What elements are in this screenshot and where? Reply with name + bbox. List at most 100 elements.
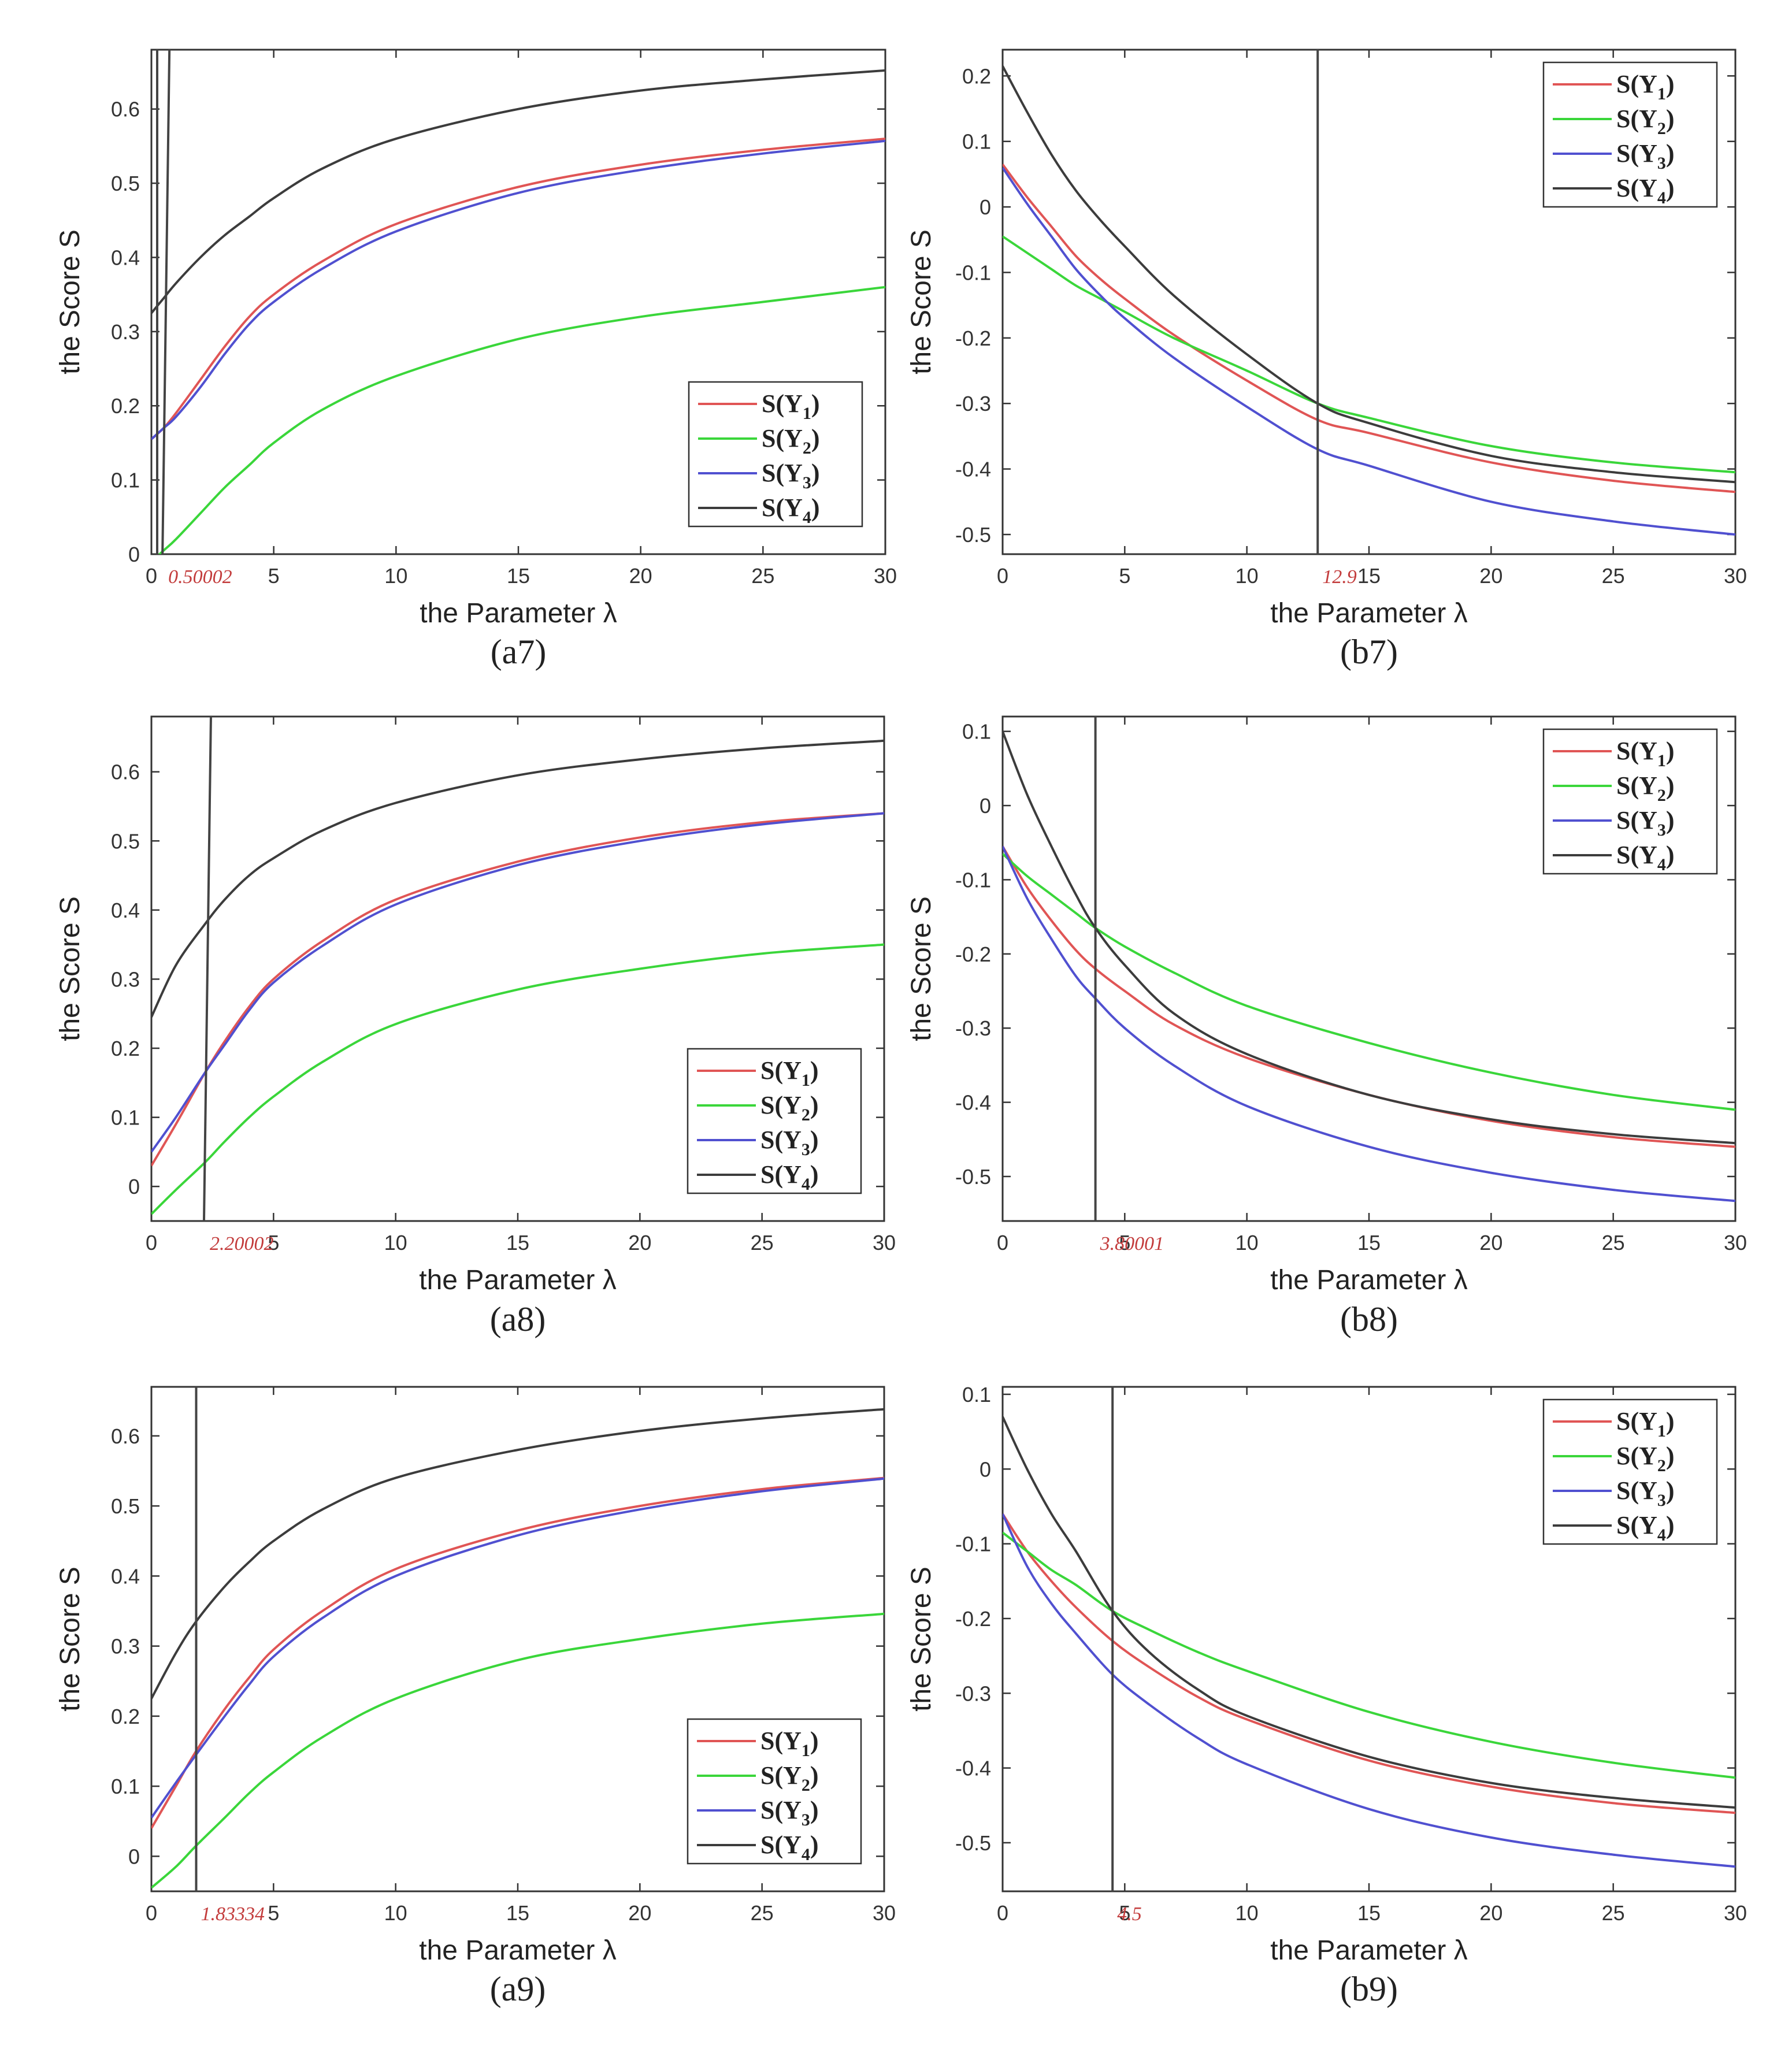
y-tick-label: 0.1 bbox=[962, 720, 991, 744]
y-tick-label: 0.4 bbox=[111, 899, 140, 922]
threshold-line bbox=[202, 716, 212, 1222]
legend-label: S(Y3) bbox=[760, 1126, 819, 1159]
x-tick-label: 25 bbox=[1602, 1231, 1625, 1255]
y-tick-label: 0.3 bbox=[111, 1635, 140, 1658]
legend-label: S(Y2) bbox=[762, 424, 820, 458]
y-axis-label: the Score S bbox=[906, 896, 937, 1041]
x-tick-label: 30 bbox=[1724, 564, 1747, 588]
y-tick-label: 0.1 bbox=[962, 130, 991, 154]
panel-caption: (b9) bbox=[1340, 1970, 1398, 2008]
y-tick-label: 0.4 bbox=[111, 1564, 140, 1588]
y-tick-label: -0.1 bbox=[955, 1532, 991, 1556]
legend-label: S(Y2) bbox=[1616, 105, 1675, 138]
y-tick-label: -0.3 bbox=[955, 1016, 991, 1040]
y-tick-label: 0.6 bbox=[111, 98, 140, 121]
panel-caption: (a8) bbox=[490, 1300, 546, 1338]
x-tick-label: 15 bbox=[1357, 564, 1381, 588]
y-tick-label: -0.4 bbox=[955, 1091, 991, 1115]
legend-label: S(Y3) bbox=[760, 1796, 819, 1829]
series-line-sy3 bbox=[151, 1477, 884, 1819]
chart-b7: 0 5 10 15 20 25 30 0.2 0.1 0 -0.1 -0.2 -0.3 -0.4 -0.5 t… bbox=[906, 49, 1747, 671]
y-axis-label: the Score S bbox=[55, 229, 86, 374]
series-line-sy3 bbox=[1003, 166, 1735, 536]
y-tick-label: -0.5 bbox=[955, 523, 991, 547]
x-tick-label: 5 bbox=[1119, 564, 1130, 588]
series-line-sy4 bbox=[1003, 65, 1735, 484]
series-line-sy1 bbox=[1003, 164, 1735, 493]
plot-area bbox=[151, 69, 885, 554]
y-tick-label: -0.4 bbox=[955, 458, 991, 481]
legend-box bbox=[1542, 728, 1718, 875]
y-tick-label: -0.4 bbox=[955, 1757, 991, 1780]
y-tick-label: 0.1 bbox=[111, 1106, 140, 1130]
plot-area bbox=[1003, 730, 1735, 1203]
legend-label: S(Y1) bbox=[762, 389, 820, 423]
y-tick-label: 0.2 bbox=[111, 1705, 140, 1728]
y-tick-label: 0.4 bbox=[111, 246, 140, 269]
series-line-sy1 bbox=[151, 1476, 884, 1829]
legend: S(Y1)S(Y2)S(Y3)S(Y4) bbox=[687, 1048, 862, 1194]
legend-box bbox=[688, 381, 863, 528]
x-tick-label: 5 bbox=[268, 1901, 279, 1925]
legend-box bbox=[687, 1048, 862, 1194]
x-tick-label: 10 bbox=[384, 1231, 407, 1255]
legend-label: S(Y4) bbox=[1616, 1511, 1675, 1545]
plot-area bbox=[151, 1408, 884, 1889]
legend-label: S(Y2) bbox=[760, 1761, 819, 1795]
x-tick-label: 25 bbox=[1602, 564, 1625, 588]
x-axis-label: the Parameter λ bbox=[1270, 1935, 1467, 1966]
y-tick-label: 0.5 bbox=[111, 172, 140, 195]
y-tick-label: -0.5 bbox=[955, 1831, 991, 1855]
series-line-sy4 bbox=[151, 69, 885, 314]
series-line-sy2 bbox=[1003, 1531, 1735, 1779]
chart-a9: 0 5 10 15 20 25 30 0 0.1 0.2 0.3 0.4 0.5 0.6 the Param… bbox=[55, 1386, 896, 2008]
y-tick-label: -0.1 bbox=[955, 868, 991, 892]
y-tick-label: 0.6 bbox=[111, 1424, 140, 1448]
legend-box bbox=[1542, 61, 1718, 208]
legend-label: S(Y2) bbox=[760, 1091, 819, 1125]
y-tick-label: 0.3 bbox=[111, 967, 140, 991]
y-axis-label: the Score S bbox=[55, 896, 86, 1041]
legend-label: S(Y4) bbox=[1616, 841, 1675, 874]
series-line-sy2 bbox=[1003, 235, 1735, 474]
series-line-sy2 bbox=[151, 943, 884, 1215]
x-tick-label: 30 bbox=[1724, 1231, 1747, 1255]
series-line-sy4 bbox=[151, 1408, 884, 1699]
x-tick-label: 15 bbox=[507, 564, 530, 588]
x-tick-label: 30 bbox=[874, 564, 897, 588]
threshold-label: 0.50002 bbox=[168, 566, 232, 588]
chart-b8: 0 5 10 15 20 25 30 0.1 0 -0.1 -0.2 -0.3 -0.4 -0.5 the … bbox=[906, 715, 1747, 1338]
series-line-sy4 bbox=[151, 739, 884, 1018]
y-tick-label: -0.5 bbox=[955, 1165, 991, 1189]
legend: S(Y1)S(Y2)S(Y3)S(Y4) bbox=[688, 381, 863, 528]
legend-box bbox=[687, 1718, 862, 1865]
x-tick-label: 25 bbox=[751, 1901, 774, 1925]
y-tick-label: 0 bbox=[980, 195, 991, 219]
x-tick-label: 10 bbox=[1236, 564, 1259, 588]
x-tick-label: 0 bbox=[997, 564, 1008, 588]
x-axis-label: the Parameter λ bbox=[419, 1265, 616, 1296]
x-tick-label: 0 bbox=[997, 1231, 1008, 1255]
y-tick-label: 0.3 bbox=[111, 320, 140, 344]
x-tick-label: 20 bbox=[628, 1231, 651, 1255]
threshold-label: 2.20002 bbox=[210, 1233, 274, 1255]
y-tick-label: -0.1 bbox=[955, 261, 991, 284]
panel-caption: (a7) bbox=[491, 633, 547, 671]
x-axis-label: the Parameter λ bbox=[1270, 598, 1467, 629]
x-tick-label: 30 bbox=[873, 1901, 896, 1925]
legend: S(Y1)S(Y2)S(Y3)S(Y4) bbox=[687, 1718, 862, 1865]
x-tick-label: 10 bbox=[384, 1901, 407, 1925]
series-line-sy3 bbox=[1003, 845, 1735, 1203]
legend-label: S(Y1) bbox=[760, 1056, 819, 1090]
y-axis-label: the Score S bbox=[55, 1567, 86, 1712]
x-axis-label: the Parameter λ bbox=[1270, 1265, 1467, 1296]
x-tick-label: 20 bbox=[1479, 1231, 1502, 1255]
series-line-sy3 bbox=[151, 812, 884, 1153]
y-tick-label: 0.1 bbox=[111, 1775, 140, 1798]
y-tick-label: 0.5 bbox=[111, 1494, 140, 1518]
legend: S(Y1)S(Y2)S(Y3)S(Y4) bbox=[1542, 1398, 1718, 1545]
y-tick-label: -0.2 bbox=[955, 942, 991, 966]
series-line-sy4 bbox=[1003, 1416, 1735, 1809]
y-axis-label: the Score S bbox=[906, 229, 937, 374]
x-tick-label: 10 bbox=[1236, 1231, 1259, 1255]
